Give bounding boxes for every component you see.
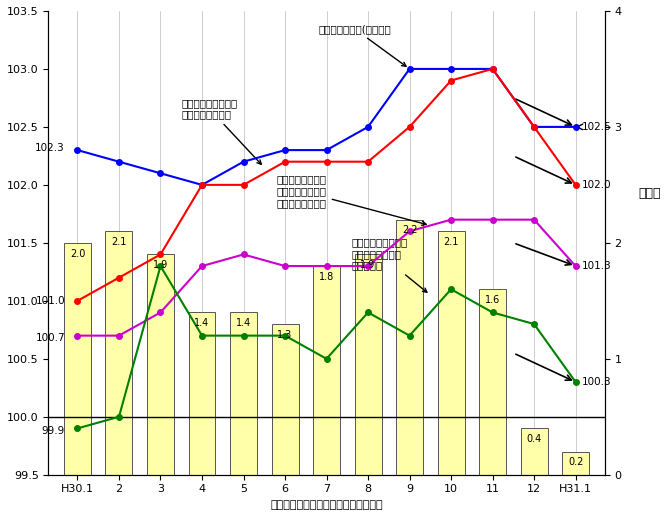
Text: 101.0: 101.0	[35, 296, 65, 306]
Bar	[313, 266, 340, 475]
Bar	[147, 254, 174, 475]
Text: 1.9: 1.9	[153, 260, 168, 270]
Text: 0.2: 0.2	[568, 458, 583, 467]
Text: 2.1: 2.1	[112, 237, 127, 247]
Text: 1.4: 1.4	[195, 318, 210, 328]
Bar	[438, 231, 465, 475]
Text: 100.3: 100.3	[582, 377, 612, 387]
Bar	[355, 254, 382, 475]
Text: 『赤』生鮮食品を除
く総合（左目盛）: 『赤』生鮮食品を除 く総合（左目盛）	[181, 98, 262, 164]
Text: 『青』総合指数(左目盛）: 『青』総合指数(左目盛）	[318, 24, 406, 66]
Bar	[230, 312, 257, 475]
Text: 2.1: 2.1	[444, 237, 459, 247]
Text: 1.4: 1.4	[236, 318, 251, 328]
Text: 0.4: 0.4	[527, 434, 542, 444]
Text: 100.7: 100.7	[35, 333, 65, 343]
Text: 102.0: 102.0	[582, 180, 612, 190]
Text: 102.5: 102.5	[582, 122, 612, 132]
Bar	[562, 451, 589, 475]
Bar	[272, 324, 299, 475]
Text: 102.3: 102.3	[35, 143, 65, 153]
Text: 1.3: 1.3	[278, 330, 293, 340]
Bar	[396, 220, 423, 475]
Text: 1.8: 1.8	[319, 272, 334, 282]
Text: 2.0: 2.0	[70, 249, 85, 258]
Text: 101.3: 101.3	[582, 261, 612, 271]
X-axis label: 総合指数対前年同月上昇率（右目盛）: 総合指数対前年同月上昇率（右目盛）	[270, 500, 383, 510]
Text: 1.9: 1.9	[361, 260, 376, 270]
Bar	[479, 289, 506, 475]
Bar	[189, 312, 216, 475]
Bar	[106, 231, 133, 475]
Text: 1.6: 1.6	[485, 295, 500, 305]
Text: 『紫』生鮮食品及
びエネルギーを除
く総合（左目盛）: 『紫』生鮮食品及 びエネルギーを除 く総合（左目盛）	[277, 175, 426, 225]
Text: 99.9: 99.9	[42, 425, 65, 436]
Bar	[64, 243, 91, 475]
Text: 『緑』食料及びエネ
ルギーを除く総合
（左目盛）: 『緑』食料及びエネ ルギーを除く総合 （左目盛）	[351, 237, 427, 292]
Bar	[521, 429, 548, 475]
Text: 2.2: 2.2	[402, 225, 417, 235]
Y-axis label: （％）: （％）	[638, 187, 661, 200]
